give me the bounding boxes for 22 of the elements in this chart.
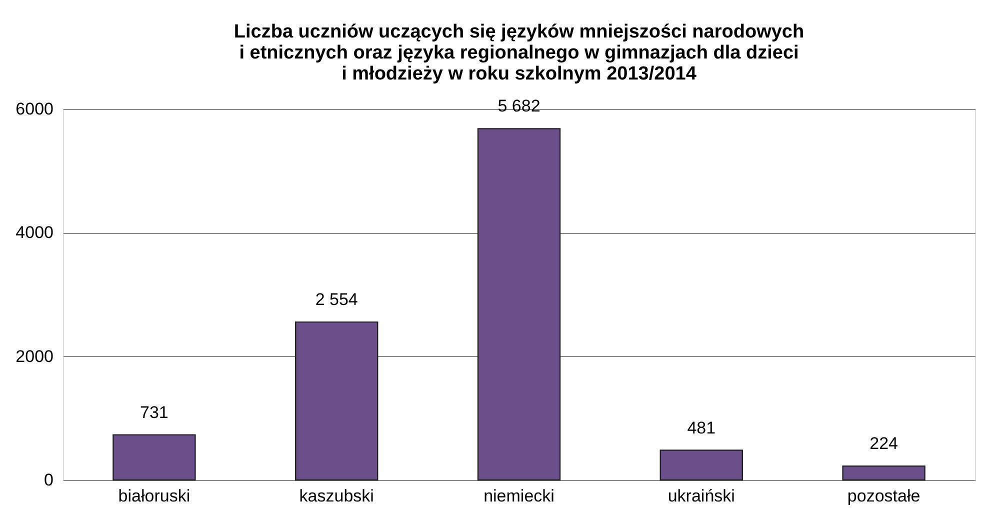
data-label: 481 — [687, 418, 716, 438]
y-tick-label: 2000 — [16, 346, 54, 366]
y-tick-label: 6000 — [16, 100, 54, 118]
x-tick-label: kaszubski — [299, 486, 374, 506]
y-tick-label: 4000 — [16, 223, 54, 242]
bar — [660, 450, 743, 481]
data-label: 224 — [870, 434, 898, 454]
bar — [477, 128, 561, 481]
y-tick-label: 0 — [44, 470, 54, 490]
text: Liczba uczniów uczących się języków mniejszości narodowych — [234, 22, 804, 43]
data-label: 2 554 — [315, 290, 358, 310]
text: i młodzieży w roku szkolnym 2013/2014 — [342, 64, 696, 85]
data-label: 731 — [140, 402, 168, 422]
bar — [295, 321, 378, 481]
text: i etnicznych oraz języka regionalnego w gimnazjach dla dzieci — [239, 42, 799, 64]
x-tick-label: pozostałe — [847, 486, 920, 506]
data-label: 5 682 — [498, 96, 540, 116]
x-tick-label: niemiecki — [484, 486, 554, 506]
bar — [842, 466, 926, 481]
bar — [112, 434, 196, 481]
x-tick-label: białoruski — [118, 486, 190, 506]
x-tick-label: ukraiński — [668, 486, 735, 506]
